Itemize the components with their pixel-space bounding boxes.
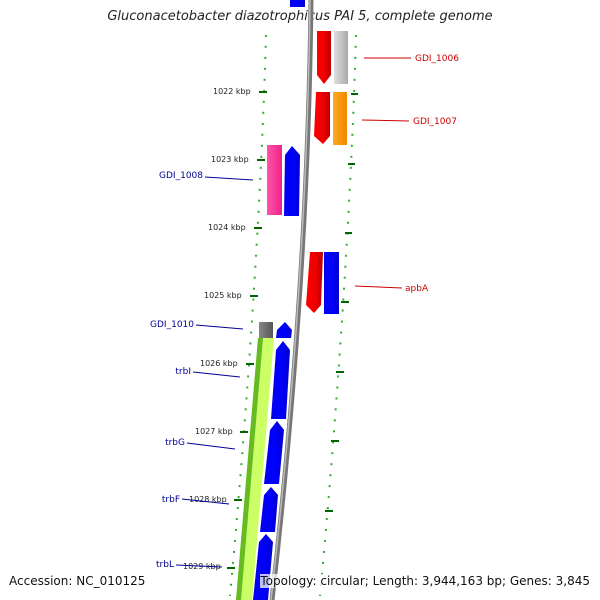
kbp-label-1023: 1023 kbp <box>211 155 249 164</box>
genome-summary-text: Topology: circular; Length: 3,944,163 bp… <box>260 574 590 588</box>
label-gdi-1008: GDI_1008 <box>159 171 203 181</box>
leader-trbl <box>175 564 223 568</box>
kbp-label-1025: 1025 kbp <box>204 291 242 300</box>
inner-dotted-ring <box>229 34 267 597</box>
label-trbf: trbF <box>162 495 180 505</box>
leader-trbg <box>186 442 236 450</box>
label-gdi-1010: GDI_1010 <box>150 320 194 330</box>
outer-dotted-ring <box>319 34 357 597</box>
gene-feature-top-blue[interactable] <box>290 0 305 7</box>
leader-trbf <box>181 498 230 505</box>
kbp-label-1026: 1026 kbp <box>200 359 238 368</box>
accession-text: Accession: NC_010125 <box>9 574 146 588</box>
leader-gdi-1007 <box>361 119 410 122</box>
leader-gdi-1008 <box>204 176 254 181</box>
gene-gdi-1007-orange-feature[interactable] <box>333 92 347 145</box>
kbp-label-1028: 1028 kbp <box>189 495 227 504</box>
label-trbi: trbI <box>175 367 191 377</box>
kbp-label-1022: 1022 kbp <box>213 87 251 96</box>
gene-gdi-1006-gray-feature[interactable] <box>334 31 348 84</box>
genome-backbone-highlight <box>270 0 311 600</box>
outer-tick-marks <box>325 93 358 512</box>
kbp-tick-marks <box>227 91 267 569</box>
gene-trbg-arrow[interactable] <box>264 421 284 484</box>
genome-backbone <box>269 0 314 600</box>
kbp-label-1027: 1027 kbp <box>195 427 233 436</box>
trb-operon-green-edge[interactable] <box>236 338 263 600</box>
leader-gdi-1010 <box>195 324 244 330</box>
kbp-label-1024: 1024 kbp <box>208 223 246 232</box>
gene-gdi-1010-feature[interactable] <box>259 322 273 338</box>
label-trbl: trbL <box>156 560 174 570</box>
gene-trbf-arrow[interactable] <box>260 487 278 532</box>
gene-gdi-1006-arrow[interactable] <box>317 31 331 84</box>
gene-gdi-1008-pink-feature[interactable] <box>267 145 282 215</box>
label-gdi-1006: GDI_1006 <box>415 54 459 64</box>
leader-trbi <box>192 371 241 378</box>
leader-apba <box>354 285 403 289</box>
label-trbg: trbG <box>165 438 185 448</box>
gene-trbi-arrow[interactable] <box>271 341 290 419</box>
label-gdi-1007: GDI_1007 <box>413 117 457 127</box>
gene-gdi-1008-arrow[interactable] <box>284 146 300 216</box>
gene-gdi-1007-arrow[interactable] <box>314 92 330 144</box>
gene-gdi-1010-arrow[interactable] <box>276 322 292 338</box>
map-title: Gluconacetobacter diazotrophicus PAI 5, … <box>107 9 493 24</box>
gene-apba-blue-feature[interactable] <box>324 252 339 314</box>
gene-apba-arrow[interactable] <box>306 252 323 313</box>
label-apba: apbA <box>405 284 429 294</box>
